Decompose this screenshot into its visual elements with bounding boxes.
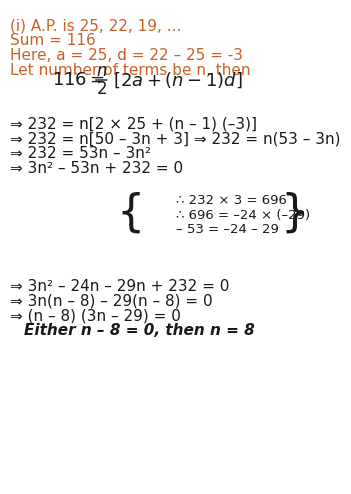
Text: {: { <box>117 191 145 234</box>
Text: ⇒ 232 = n[50 – 3n + 3] ⇒ 232 = n(53 – 3n): ⇒ 232 = n[50 – 3n + 3] ⇒ 232 = n(53 – 3n… <box>10 131 340 147</box>
Text: ∴ 232 × 3 = 696: ∴ 232 × 3 = 696 <box>176 194 287 207</box>
Text: (i) A.P. is 25, 22, 19, ...: (i) A.P. is 25, 22, 19, ... <box>10 19 181 34</box>
Text: $n$: $n$ <box>96 62 107 80</box>
Text: Let number of terms be n, then: Let number of terms be n, then <box>10 63 250 78</box>
Text: $2$: $2$ <box>96 80 107 98</box>
Text: ⇒ (n – 8) (3n – 29) = 0: ⇒ (n – 8) (3n – 29) = 0 <box>10 308 181 324</box>
Text: Sum = 116: Sum = 116 <box>10 33 95 48</box>
Text: ⇒ 232 = 53n – 3n²: ⇒ 232 = 53n – 3n² <box>10 146 151 162</box>
Text: ∴ 696 = –24 × (–29): ∴ 696 = –24 × (–29) <box>176 208 310 222</box>
Text: Here, a = 25, d = 22 – 25 = -3: Here, a = 25, d = 22 – 25 = -3 <box>10 48 243 63</box>
Text: – 53 = –24 – 29: – 53 = –24 – 29 <box>176 223 279 236</box>
Text: }: } <box>280 191 309 234</box>
Text: ⇒ 232 = n[2 × 25 + (n – 1) (–3)]: ⇒ 232 = n[2 × 25 + (n – 1) (–3)] <box>10 117 257 132</box>
Text: $116 = $: $116 = $ <box>52 71 105 89</box>
Text: Either n – 8 = 0, then n = 8: Either n – 8 = 0, then n = 8 <box>24 323 255 338</box>
Text: ⇒ 3n(n – 8) – 29(n – 8) = 0: ⇒ 3n(n – 8) – 29(n – 8) = 0 <box>10 293 212 309</box>
Text: ⇒ 3n² – 53n + 232 = 0: ⇒ 3n² – 53n + 232 = 0 <box>10 161 183 176</box>
Text: $[2a + (n-1)d]$: $[2a + (n-1)d]$ <box>113 70 242 90</box>
Text: ⇒ 3n² – 24n – 29n + 232 = 0: ⇒ 3n² – 24n – 29n + 232 = 0 <box>10 279 229 294</box>
